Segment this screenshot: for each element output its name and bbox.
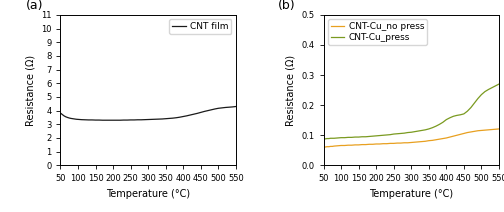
CNT-Cu_no press <box>496 128 502 130</box>
CNT-Cu_no press <box>419 140 425 143</box>
CNT film <box>191 113 197 116</box>
Line: CNT-Cu_press: CNT-Cu_press <box>324 84 499 139</box>
CNT film <box>233 105 239 108</box>
Line: CNT-Cu_no press: CNT-Cu_no press <box>324 129 499 147</box>
Line: CNT film: CNT film <box>60 106 236 120</box>
CNT-Cu_press <box>422 128 428 131</box>
Y-axis label: Resistance (Ω): Resistance (Ω) <box>286 54 296 126</box>
CNT film <box>57 112 64 114</box>
CNT-Cu_no press <box>422 140 428 142</box>
CNT-Cu_no press <box>342 144 348 147</box>
Legend: CNT film: CNT film <box>169 19 231 34</box>
CNT film <box>170 117 176 119</box>
CNT film <box>163 117 169 120</box>
CNT film <box>59 113 65 116</box>
Y-axis label: Resistance (Ω): Resistance (Ω) <box>25 54 35 126</box>
Text: (b): (b) <box>278 0 295 12</box>
Text: (a): (a) <box>25 0 43 12</box>
CNT-Cu_no press <box>412 141 418 144</box>
CNT film <box>152 118 158 120</box>
X-axis label: Temperature (°C): Temperature (°C) <box>106 189 190 199</box>
CNT film <box>113 119 119 121</box>
CNT-Cu_press <box>496 83 502 85</box>
CNT-Cu_press <box>412 130 418 133</box>
CNT-Cu_press <box>321 138 327 140</box>
Legend: CNT-Cu_no press, CNT-Cu_press: CNT-Cu_no press, CNT-Cu_press <box>328 19 427 45</box>
CNT-Cu_no press <box>380 142 386 145</box>
CNT-Cu_no press <box>436 138 443 140</box>
CNT film <box>100 119 106 121</box>
CNT-Cu_press <box>419 129 425 132</box>
CNT-Cu_press <box>342 136 348 139</box>
X-axis label: Temperature (°C): Temperature (°C) <box>369 189 453 199</box>
CNT-Cu_no press <box>321 146 327 149</box>
CNT-Cu_press <box>436 123 443 126</box>
CNT-Cu_press <box>380 134 386 137</box>
